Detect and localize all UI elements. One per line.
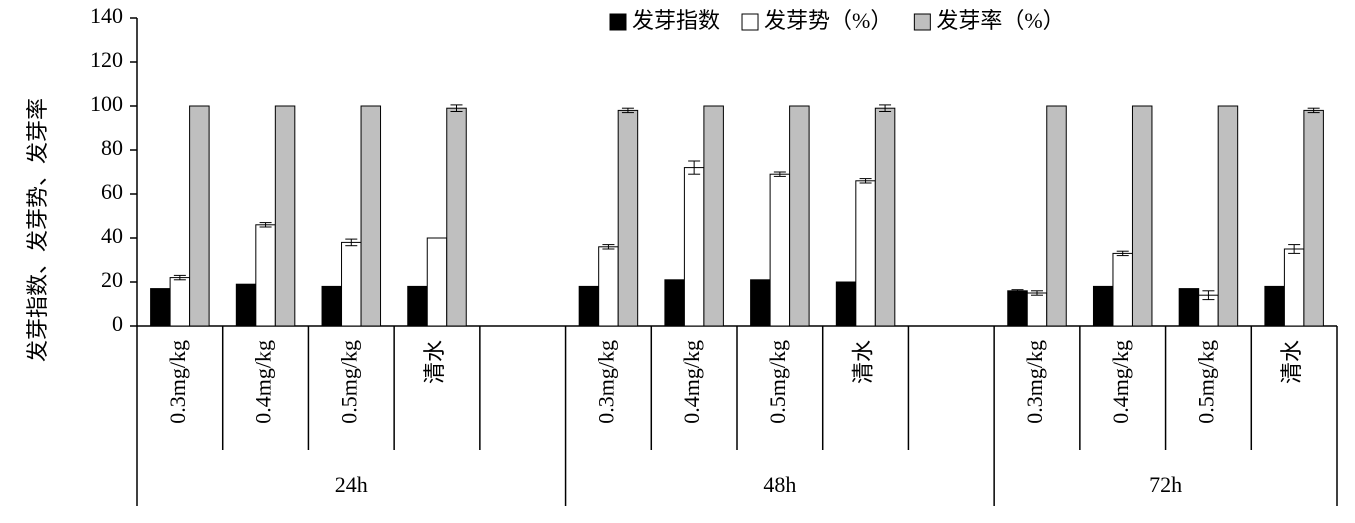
bar — [598, 246, 619, 327]
bar — [274, 105, 296, 327]
bar — [321, 285, 343, 327]
bar — [664, 279, 685, 327]
legend-swatch — [741, 13, 759, 31]
x-tick-label: 清水 — [1279, 340, 1304, 384]
y-tick-label: 140 — [90, 3, 123, 28]
bar — [235, 283, 257, 327]
bar — [360, 105, 382, 327]
y-tick-label: 0 — [112, 311, 123, 336]
bar — [703, 105, 724, 327]
bar — [683, 167, 705, 327]
bar — [1131, 105, 1153, 327]
error-bar — [1202, 290, 1215, 301]
bar — [1092, 285, 1114, 327]
bar — [1112, 252, 1133, 327]
bar — [769, 173, 791, 327]
legend-swatch — [913, 13, 931, 31]
bar — [169, 277, 191, 327]
bar — [150, 288, 171, 327]
x-tick-label: 0.5mg/kg — [336, 340, 361, 424]
error-bar — [688, 160, 701, 175]
y-tick-label: 120 — [90, 47, 123, 72]
x-tick-label: 0.3mg/kg — [593, 340, 618, 424]
error-bar — [1307, 107, 1320, 114]
x-tick-label: 0.5mg/kg — [1193, 340, 1218, 424]
error-bar — [345, 238, 358, 247]
y-axis-label: 发芽指数、发芽势、发芽率 — [25, 98, 50, 362]
y-tick-label: 100 — [90, 91, 123, 116]
legend-label: 发芽势（%） — [764, 8, 892, 33]
legend-swatch — [609, 13, 627, 31]
x-tick-label: 0.3mg/kg — [1022, 340, 1047, 424]
x-tick-label: 0.4mg/kg — [1108, 340, 1133, 424]
bar — [407, 285, 428, 327]
bar — [617, 109, 639, 327]
error-bar — [859, 178, 872, 184]
bar — [855, 180, 876, 327]
y-tick-label: 40 — [101, 223, 123, 248]
bar — [1026, 292, 1048, 327]
bar — [1007, 290, 1028, 327]
bar — [578, 285, 600, 327]
bar — [789, 105, 810, 327]
error-bar — [879, 104, 892, 112]
x-tick-label: 清水 — [851, 340, 876, 384]
x-tick-label: 0.4mg/kg — [679, 340, 704, 424]
bar — [1046, 105, 1067, 327]
y-tick-label: 80 — [101, 135, 123, 160]
x-tick-label: 0.4mg/kg — [251, 340, 276, 424]
error-bar — [1288, 244, 1301, 254]
bar — [1303, 109, 1324, 327]
bar — [835, 281, 857, 327]
error-bar — [450, 104, 463, 112]
bar — [1217, 105, 1239, 327]
error-bar — [602, 244, 615, 250]
bar — [255, 224, 276, 327]
x-tick-label: 清水 — [422, 340, 447, 384]
error-bar — [773, 171, 786, 177]
x-tick-label: 0.3mg/kg — [165, 340, 190, 424]
bar — [1283, 248, 1305, 327]
error-bar — [259, 222, 272, 228]
bar — [874, 107, 896, 327]
group-label: 24h — [335, 472, 368, 497]
legend-label: 发芽指数 — [632, 8, 720, 33]
y-tick-label: 20 — [101, 267, 123, 292]
bar — [1264, 285, 1285, 327]
error-bar — [173, 274, 186, 281]
legend-label: 发芽率（%） — [936, 8, 1064, 33]
bar — [750, 279, 771, 327]
error-bar — [1116, 250, 1129, 257]
error-bar — [1031, 290, 1043, 296]
bar — [446, 107, 467, 327]
bar — [341, 241, 362, 327]
bar — [189, 105, 210, 327]
bar — [1178, 288, 1200, 327]
bar — [426, 237, 448, 327]
group-label: 48h — [763, 472, 796, 497]
error-bar — [621, 107, 634, 114]
y-tick-label: 60 — [101, 179, 123, 204]
error-bar — [1011, 289, 1024, 293]
group-label: 72h — [1149, 472, 1182, 497]
x-tick-label: 0.5mg/kg — [765, 340, 790, 424]
